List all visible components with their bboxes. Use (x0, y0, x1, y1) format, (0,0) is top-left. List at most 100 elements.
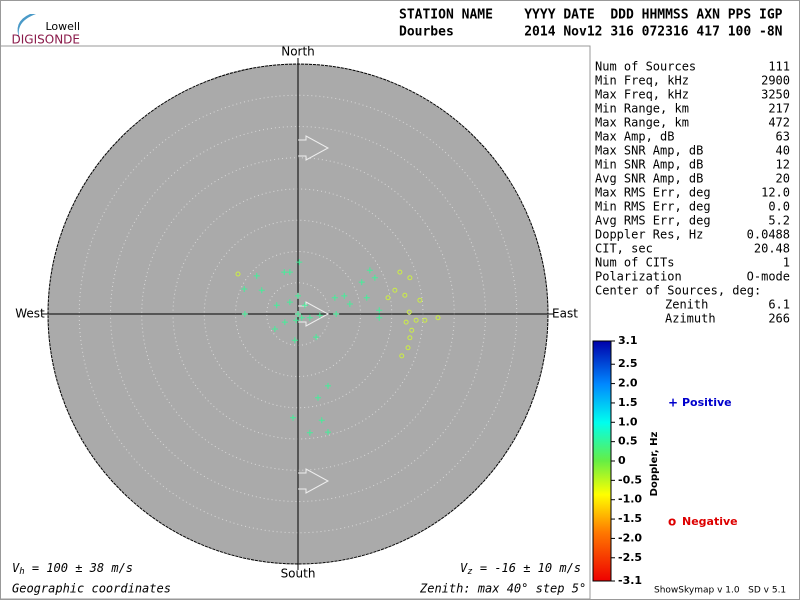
colorbar-tick-label: 2.0 (618, 377, 638, 390)
direction-arrow (298, 468, 330, 494)
stat-label: Min SNR Amp, dB (595, 158, 703, 172)
legend-marker: + (668, 396, 678, 410)
stat-value: 2900 (761, 74, 790, 88)
colorbar-tick-label: -2.5 (618, 551, 642, 564)
source-negative (385, 295, 391, 301)
stat-value: 0.0 (768, 200, 790, 214)
source-positive (333, 311, 340, 317)
logo-bottom: DIGISONDE (12, 33, 80, 47)
source-positive (286, 299, 293, 306)
source-negative (435, 315, 441, 321)
source-positive (281, 319, 288, 326)
source-negative (402, 292, 408, 298)
source-negative (407, 275, 413, 281)
source-positive (306, 314, 313, 321)
source-positive (295, 311, 301, 317)
source-negative (413, 317, 419, 323)
stat-value: 266 (768, 312, 790, 326)
source-negative (397, 269, 403, 275)
stat-label: Polarization (595, 270, 682, 284)
source-negative (407, 335, 413, 341)
velocity-symbol: V (12, 561, 20, 575)
stat-value: 5.2 (768, 214, 790, 228)
colorbar-tick-label: -0.5 (618, 473, 642, 486)
source-positive (286, 269, 293, 276)
header-line: Dourbes 2014 Nov12 316 072316 417 100 -8… (399, 25, 783, 40)
source-negative (392, 287, 398, 293)
footer: ShowSkymap v 1.0 SD v 5.1 (654, 586, 786, 596)
source-positive (273, 302, 280, 309)
plot-frame (0, 45, 591, 600)
direction-label: East (552, 307, 578, 321)
colorbar (592, 340, 612, 582)
source-negative (422, 317, 428, 323)
zenith-note: Zenith: max 40° step 5° (419, 582, 586, 596)
direction-label: South (281, 567, 316, 581)
source-positive (358, 279, 365, 286)
stat-value: 20.48 (754, 242, 790, 256)
source-positive (331, 294, 338, 301)
stat-value: 12.0 (761, 186, 790, 200)
velocity-note: Vh = 100 ± 38 m/s (12, 561, 133, 577)
stat-label: Max Range, km (595, 116, 689, 130)
colorbar-tick-label: 0.5 (618, 435, 638, 448)
source-negative (399, 353, 405, 359)
legend-label: Negative (682, 515, 738, 528)
stat-label: Num of Sources (595, 60, 696, 74)
direction-label: West (15, 307, 45, 321)
source-positive (318, 417, 325, 424)
source-positive (298, 314, 305, 321)
logo-top: Lowell (45, 20, 80, 33)
logo-swoosh (17, 14, 36, 40)
stat-label: Max SNR Amp, dB (595, 144, 703, 158)
stat-label: Max Freq, kHz (595, 88, 689, 102)
source-positive (371, 274, 378, 281)
source-positive (301, 302, 308, 309)
source-positive (316, 312, 323, 319)
source-positive (376, 307, 383, 314)
stat-label: Azimuth (665, 312, 716, 326)
source-positive (295, 292, 301, 299)
stat-label: Max RMS Err, deg (595, 186, 711, 200)
velocity-note: Vz = -16 ± 10 m/s (460, 561, 581, 577)
stat-value: 1 (783, 256, 790, 270)
stat-label: Min Range, km (595, 102, 689, 116)
colorbar-title: Doppler, Hz (649, 432, 660, 497)
legend-label: Positive (682, 396, 732, 409)
source-positive (341, 292, 348, 299)
source-negative (409, 327, 415, 333)
stat-value: 6.1 (768, 298, 790, 312)
stat-section: Center of Sources, deg: (595, 284, 761, 298)
colorbar-tick-label: -1.0 (618, 493, 642, 506)
stat-value: 20 (776, 172, 790, 186)
source-positive (376, 314, 383, 321)
header-line: STATION NAME YYYY DATE DDD HHMMSS AXN PP… (399, 8, 783, 23)
colorbar-tick-label: 0 (618, 454, 626, 467)
stat-label: Avg RMS Err, deg (595, 214, 711, 228)
stat-value: O-mode (747, 270, 790, 284)
colorbar-tick-label: 1.0 (618, 415, 638, 428)
source-negative (406, 309, 412, 315)
source-positive (293, 317, 300, 324)
stat-label: Zenith (665, 298, 708, 312)
stat-label: Min RMS Err, deg (595, 200, 711, 214)
velocity-text: = 100 ± 38 m/s (25, 561, 133, 575)
stat-label: Min Freq, kHz (595, 74, 689, 88)
source-positive (366, 267, 373, 274)
colorbar-tick-label: 2.5 (618, 357, 638, 370)
source-positive (291, 337, 298, 344)
stat-value: 472 (768, 116, 790, 130)
stat-label: Num of CITs (595, 256, 674, 270)
source-negative (405, 345, 411, 351)
source-negative (403, 319, 409, 325)
source-positive (281, 269, 288, 276)
source-positive (271, 326, 278, 332)
source-positive (241, 286, 248, 292)
source-negative (235, 271, 241, 277)
stat-label: Doppler Res, Hz (595, 228, 703, 242)
colorbar-tick-label: 3.1 (618, 334, 638, 347)
stat-value: 40 (776, 144, 790, 158)
direction-arrow (298, 135, 330, 161)
